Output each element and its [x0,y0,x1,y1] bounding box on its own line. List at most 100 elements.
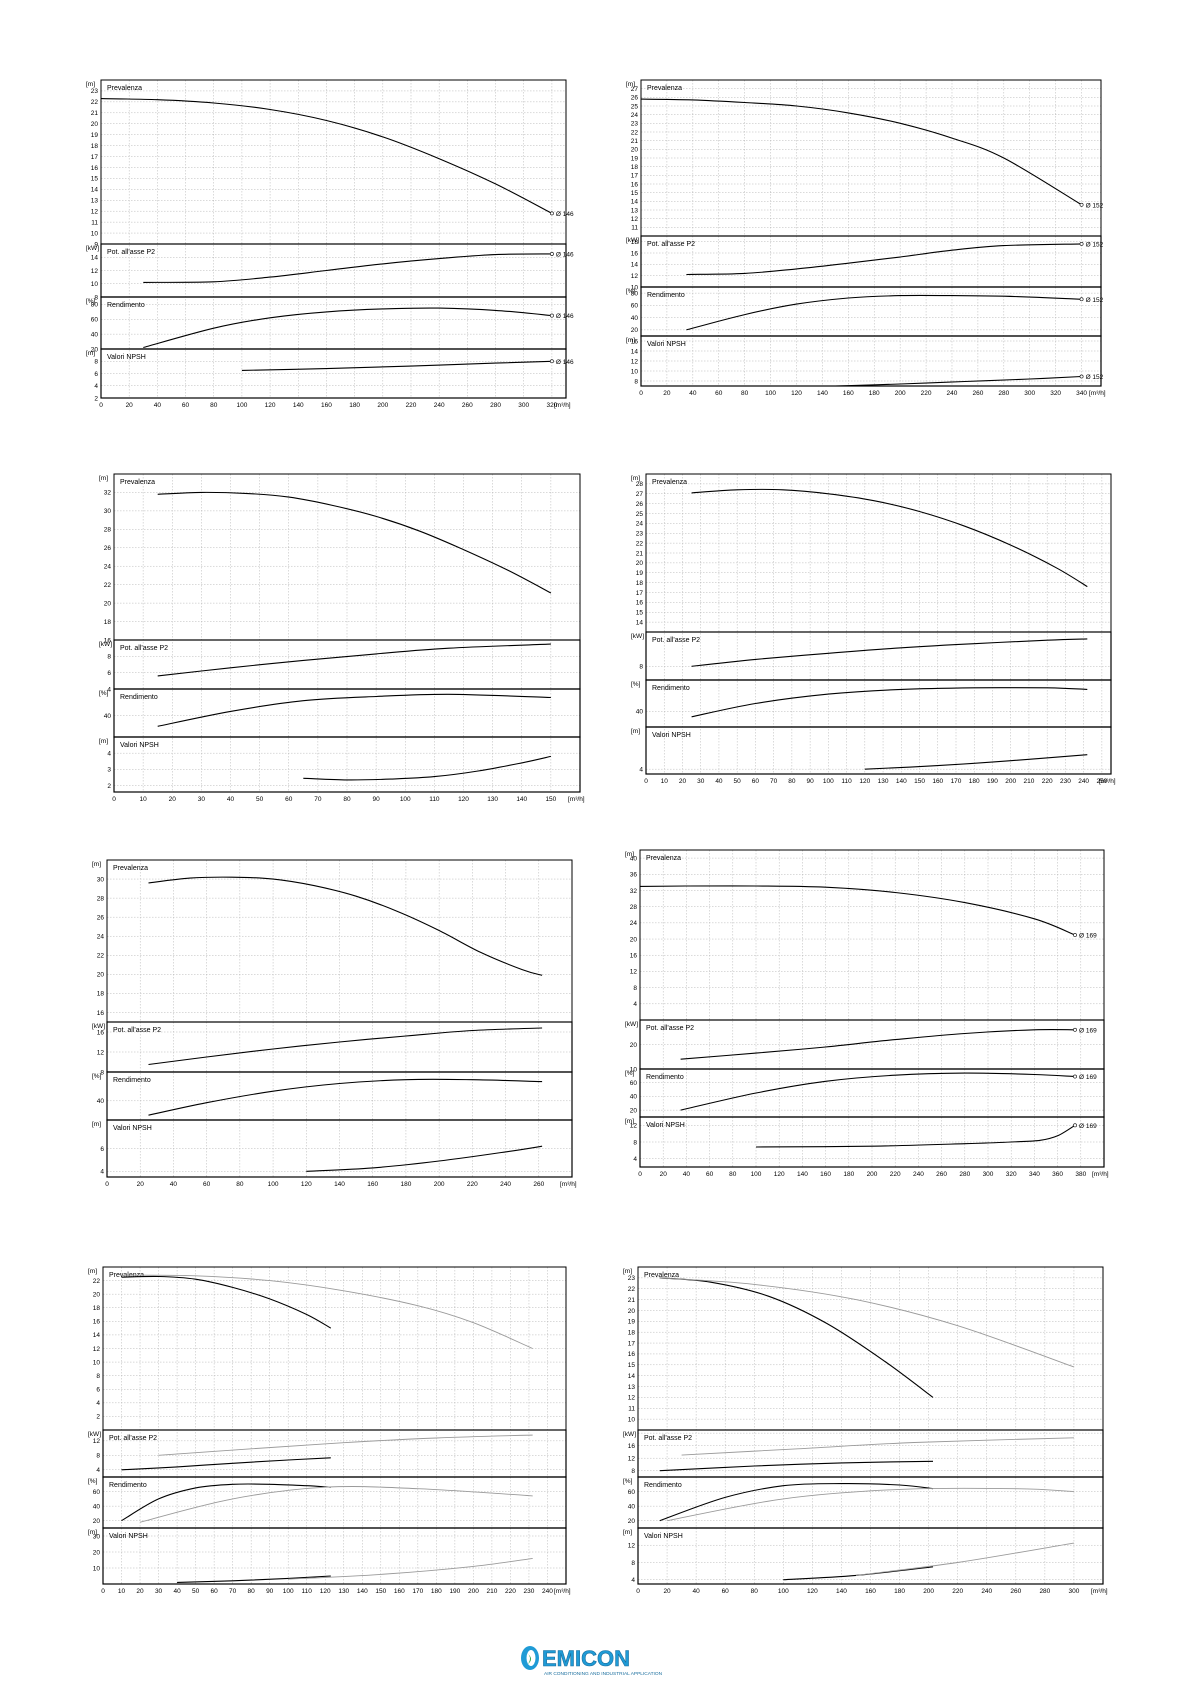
x-tick-label: 50 [256,796,264,803]
x-tick-label: 20 [660,1171,668,1178]
y-unit-label: [%] [92,1073,102,1080]
x-tick-label: 240 [1078,778,1089,785]
x-tick-label: 100 [400,796,411,803]
y-tick-label: 9 [94,241,98,248]
logo-leaf-icon [528,1654,531,1664]
y-tick-label: 13 [631,207,639,214]
x-tick-label: 60 [203,1181,211,1188]
x-tick-label: 80 [210,402,218,409]
y-tick-label: 20 [91,121,99,128]
x-tick-label: 320 [1006,1171,1017,1178]
y-unit-label: [%] [99,690,109,697]
panel-label: Pot. all'asse P2 [652,637,700,644]
panel-label: Rendimento [107,302,145,309]
panel-power: 8 12 16[kW] Pot. all'asse P2 [92,1021,573,1076]
curve-end-marker [550,211,554,216]
curve-line [121,1457,331,1471]
y-tick-label: 10 [628,1416,636,1423]
y-tick-label: 20 [97,972,105,979]
panel-head: 10 11 12 13 14 15 16 17 18 19 20 21 22 23[m] Prevalenz… [623,1266,1104,1431]
y-tick-label: 24 [636,521,644,528]
panel-npsh: 2 3 4 [m] Valori NPSH [99,736,581,793]
panel-label: Prevalenza [644,1272,679,1279]
y-tick-label: 14 [91,255,99,262]
curve-line [680,1028,1076,1060]
y-tick-label: 21 [91,110,99,117]
y-unit-label: [m] [92,861,101,868]
y-tick-label: 4 [631,1577,635,1584]
y-unit-label: [kW] [99,641,112,648]
panel-label: Pot. all'asse P2 [109,1435,157,1442]
y-tick-label: 20 [630,936,638,943]
x-tick-label: 230 [524,1588,535,1595]
y-tick-label: 14 [631,199,639,206]
x-tick-label: 260 [936,1171,947,1178]
curve-line [680,1072,1076,1111]
y-tick-label: 80 [91,302,99,309]
x-tick-label: 60 [715,390,723,397]
x-tick-label: 180 [843,1171,854,1178]
y-unit-label: [%] [625,1070,635,1077]
x-tick-label: 0 [638,1171,642,1178]
y-tick-label: 12 [93,1438,101,1445]
x-tick-label: 220 [952,1588,963,1595]
curve-line [659,1460,934,1472]
y-tick-label: 14 [636,619,644,626]
panel-power: 10 12 14 16 18[kW] Pot. all'asse P2 Ø 152 [626,235,1104,291]
y-tick-label: 19 [91,132,99,139]
y-tick-label: 4 [633,1156,637,1163]
curve-line [121,1483,331,1522]
y-tick-label: 14 [91,187,99,194]
y-tick-label: 28 [104,527,112,534]
curve-line [691,488,1088,588]
panel-label: Prevalenza [120,479,155,486]
panel-npsh: 4 6 [m] Valori NPSH [92,1119,573,1178]
x-tick-label: 100 [236,402,247,409]
x-tick-label: 170 [951,778,962,785]
x-tick-label: 240 [947,390,958,397]
curve-line [691,638,1088,667]
panel-efficiency: 40 [%] Rendimento [92,1071,573,1121]
x-tick-label: 240 [981,1588,992,1595]
x-tick-label: 120 [320,1588,331,1595]
y-tick-label: 20 [91,346,99,353]
y-tick-label: 12 [631,358,639,365]
curve-line [640,98,1082,206]
x-tick-label: 40 [227,796,235,803]
y-tick-label: 13 [91,198,99,205]
y-tick-label: 4 [639,766,643,773]
y-tick-label: 14 [631,348,639,355]
y-tick-label: 40 [631,315,639,322]
x-tick-label: 260 [972,390,983,397]
y-tick-label: 18 [631,164,639,171]
x-tick-label: 160 [367,1181,378,1188]
y-tick-label: 40 [636,709,644,716]
curve-end-marker [1073,1123,1077,1128]
y-tick-label: 19 [628,1319,636,1326]
x-tick-label: 140 [516,796,527,803]
y-tick-label: 24 [630,920,638,927]
panel-power: 4 6 8 [kW] Pot. all'asse P2 [99,639,581,693]
panel-npsh: 8 10 12 14 16[m] Valori NPSH Ø 152 [626,335,1104,387]
curve-line [681,1437,1074,1456]
y-tick-label: 30 [93,1533,101,1540]
curve-end-marker [550,313,554,318]
y-unit-label: [m] [623,1268,632,1275]
x-tick-label: 90 [266,1588,274,1595]
pump-chart-7: 246810121416182022[m]Prevalenza4812[kW]P… [88,1266,571,1595]
x-tick-label: 40 [689,390,697,397]
curve-line [639,885,1076,936]
x-tick-label: 240 [500,1181,511,1188]
curve-line [659,1483,934,1522]
panel-label: Valori NPSH [647,341,686,348]
curve-diameter-label: Ø 152 [1086,241,1104,248]
panel-frame [637,1527,1104,1585]
y-tick-label: 25 [636,511,644,518]
y-tick-label: 40 [104,713,112,720]
x-tick-label: 180 [349,402,360,409]
curve-diameter-label: Ø 152 [1086,374,1104,381]
y-tick-label: 22 [628,1286,636,1293]
y-tick-label: 12 [91,209,99,216]
y-tick-label: 22 [636,540,644,547]
